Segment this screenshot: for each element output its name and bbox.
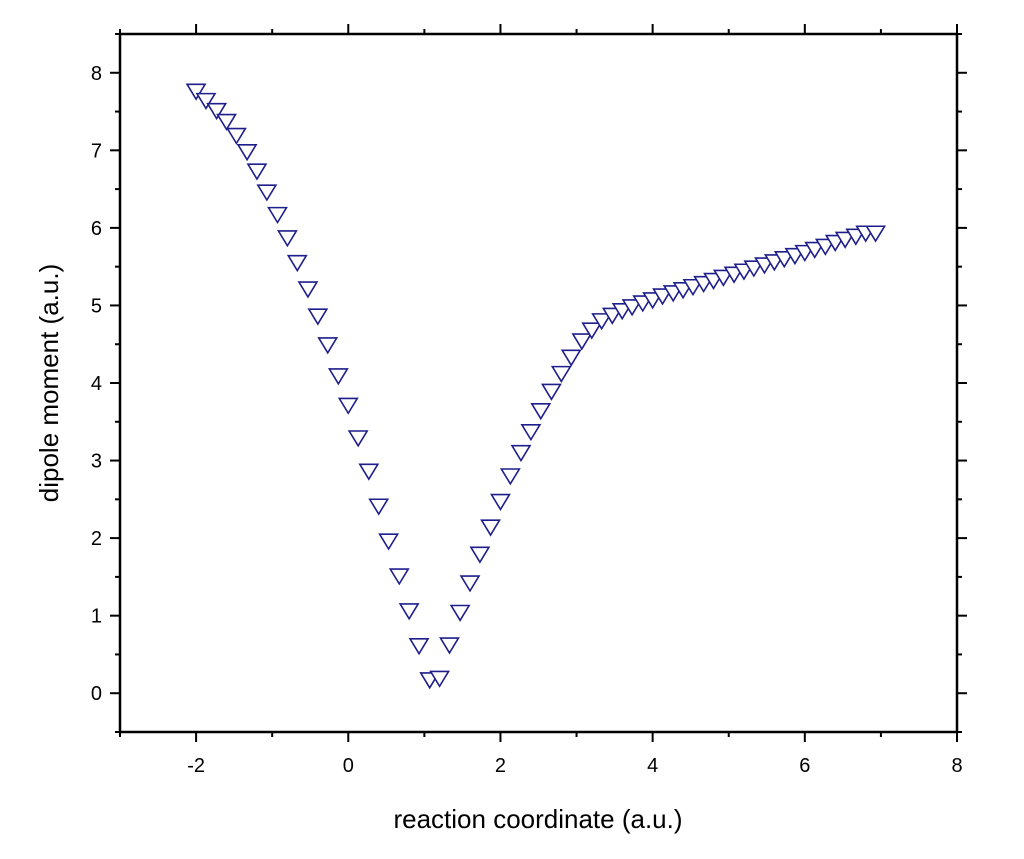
data-point: [499, 468, 521, 486]
data-point: [429, 670, 451, 688]
data-point: [378, 533, 400, 551]
data-point: [480, 519, 501, 537]
data-point: [347, 430, 369, 448]
x-tick-labels: -2 0 2 4 6 8: [187, 755, 962, 777]
data-point: [560, 349, 582, 367]
x-tick-label: -2: [187, 755, 205, 777]
data-point: [185, 83, 207, 101]
x-tick-label: 6: [799, 755, 810, 777]
data-point: [773, 251, 795, 269]
data-point: [743, 260, 765, 278]
y-tick-label: 5: [91, 295, 102, 317]
x-axis-title: reaction coordinate (a.u.): [393, 804, 682, 834]
data-point: [865, 225, 887, 243]
data-point: [621, 299, 643, 317]
data-point: [541, 383, 562, 401]
data-point: [358, 463, 380, 481]
x-tick-label: 2: [495, 755, 506, 777]
data-point: [591, 313, 613, 331]
y-tick-label: 3: [91, 451, 102, 473]
data-point: [368, 498, 390, 516]
y-tick-label: 0: [91, 683, 102, 705]
data-point: [408, 638, 430, 656]
data-point: [510, 444, 532, 463]
data-point: [530, 403, 552, 421]
y-tick-label: 1: [91, 606, 102, 628]
y-tick-label: 7: [91, 140, 102, 162]
data-point: [206, 102, 228, 121]
data-point: [439, 637, 460, 655]
plot-frame: [118, 32, 959, 734]
data-point: [571, 333, 593, 351]
data-point: [267, 206, 288, 225]
data-point: [337, 397, 359, 415]
data-point: [276, 230, 298, 248]
data-point: [398, 603, 420, 621]
data-point: [550, 365, 572, 384]
data-points: [185, 83, 887, 690]
data-point: [195, 92, 217, 111]
y-axis-title: dipole moment (a.u.): [34, 264, 64, 502]
data-point: [307, 308, 329, 326]
data-point: [449, 604, 471, 622]
axis-ticks: [110, 24, 967, 742]
x-tick-label: 0: [343, 755, 354, 777]
data-point: [286, 254, 308, 273]
data-point: [814, 238, 836, 256]
data-point: [682, 278, 704, 297]
data-point: [581, 322, 603, 340]
data-point: [834, 231, 856, 249]
data-point: [490, 493, 511, 511]
data-point: [611, 302, 633, 321]
y-tick-label: 6: [91, 218, 102, 240]
data-point: [601, 307, 623, 325]
data-point: [256, 184, 278, 202]
y-tick-label: 8: [91, 63, 102, 85]
data-point: [520, 423, 542, 442]
data-point: [459, 575, 481, 593]
data-point: [388, 568, 410, 586]
y-tick-labels: 0 1 2 3 4 5 6 7 8: [91, 63, 102, 705]
data-point: [712, 269, 734, 287]
data-point: [642, 292, 664, 310]
data-point: [246, 163, 268, 181]
y-tick-label: 4: [91, 373, 102, 395]
data-point: [469, 546, 491, 564]
data-point: [297, 281, 319, 299]
data-point: [327, 368, 349, 386]
data-point: [236, 144, 258, 162]
data-point: [317, 337, 339, 355]
x-tick-label: 4: [647, 755, 658, 777]
data-point: [216, 113, 237, 131]
data-point: [225, 127, 247, 145]
x-tick-label: 8: [951, 755, 962, 777]
y-tick-label: 2: [91, 528, 102, 550]
data-point: [804, 241, 826, 259]
data-point: [652, 288, 673, 306]
